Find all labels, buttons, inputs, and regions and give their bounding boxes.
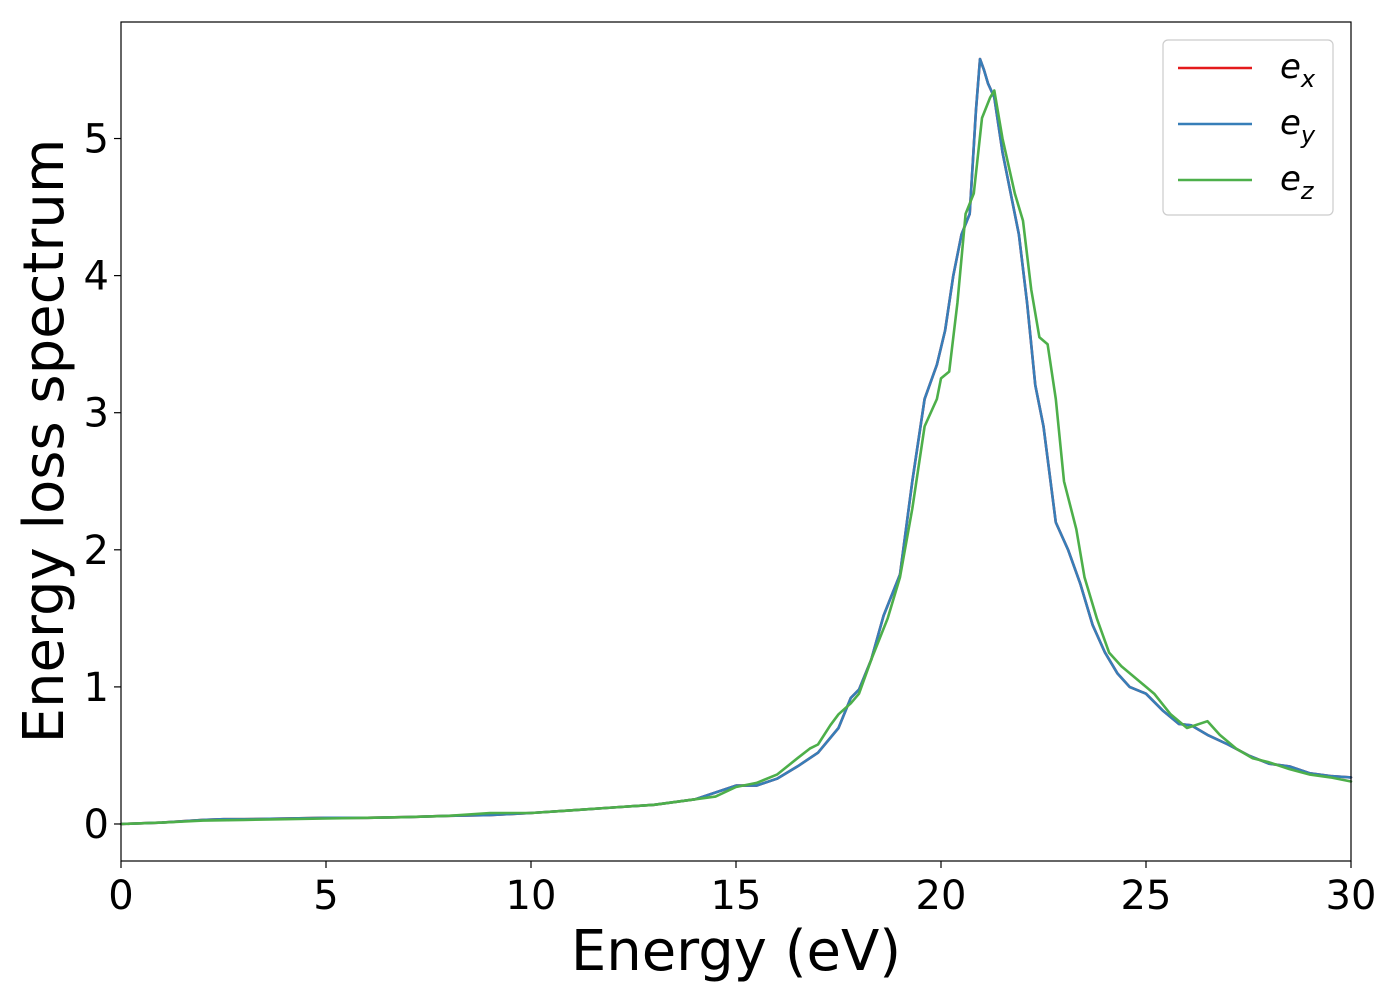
series-layer <box>119 57 1353 826</box>
x-tick-label: 20 <box>916 873 967 919</box>
legend: ex ey ez <box>1162 39 1334 216</box>
x-tick-label: 10 <box>506 873 557 919</box>
legend-label-y: ey <box>1280 103 1316 149</box>
x-axis: 0 5 10 15 20 25 30 <box>108 861 1376 919</box>
y-axis-title: Energy loss spectrum <box>12 139 77 744</box>
legend-label-x: ex <box>1280 47 1316 93</box>
legend-label-z: ez <box>1280 159 1315 205</box>
y-tick-label: 3 <box>84 391 109 437</box>
series-line-e-z <box>119 89 1353 826</box>
x-axis-title: Energy (eV) <box>571 919 901 984</box>
y-tick-label: 5 <box>84 117 109 163</box>
x-tick-label: 0 <box>108 873 133 919</box>
y-tick-label: 0 <box>84 802 109 848</box>
y-tick-label: 1 <box>84 665 109 711</box>
plot-area <box>121 22 1351 861</box>
y-axis: 0 1 2 3 4 5 <box>84 117 121 848</box>
x-tick-label: 5 <box>313 873 338 919</box>
legend-box <box>1162 39 1334 216</box>
x-tick-label: 25 <box>1121 873 1172 919</box>
x-tick-label: 30 <box>1326 873 1377 919</box>
y-tick-label: 4 <box>84 254 109 300</box>
x-tick-label: 15 <box>711 873 762 919</box>
y-tick-label: 2 <box>84 528 109 574</box>
